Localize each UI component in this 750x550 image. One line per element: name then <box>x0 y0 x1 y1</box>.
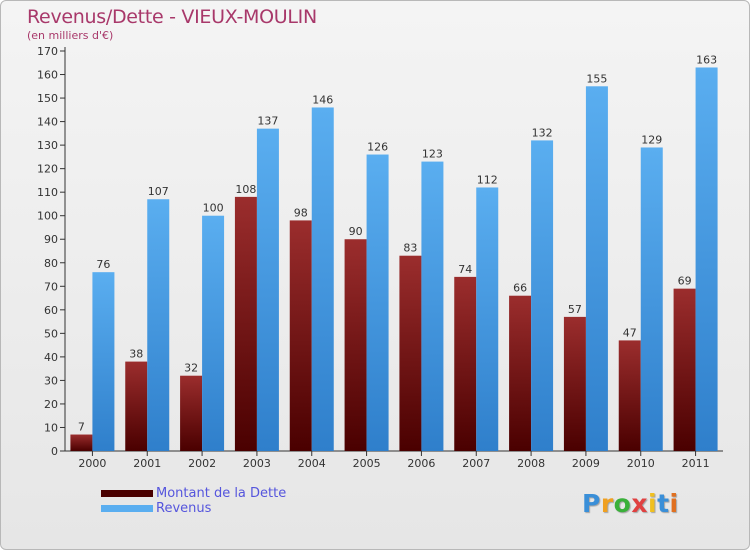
y-tick-label: 90 <box>44 233 58 246</box>
bar-debt <box>234 196 257 451</box>
y-tick-label: 40 <box>44 351 58 364</box>
data-label-revenue: 155 <box>586 72 607 85</box>
chart-subtitle: (en milliers d'€) <box>27 29 114 42</box>
x-tick-label: 2007 <box>462 457 490 470</box>
data-label-debt: 7 <box>78 421 85 434</box>
data-label-revenue: 112 <box>477 173 498 186</box>
bar-debt <box>70 434 93 451</box>
y-tick-label: 130 <box>37 139 58 152</box>
bar-revenue <box>202 215 225 451</box>
legend-swatch-revenue <box>101 505 153 512</box>
bar-debt <box>289 220 312 451</box>
bar-debt <box>509 295 532 451</box>
bar-debt <box>618 340 641 451</box>
bar-revenue <box>366 154 389 451</box>
data-label-revenue: 123 <box>422 148 443 161</box>
data-label-debt: 83 <box>403 242 417 255</box>
bar-debt <box>563 316 586 451</box>
data-label-revenue: 107 <box>148 185 169 198</box>
y-tick-label: 150 <box>37 92 58 105</box>
logo-letter: o <box>613 489 632 518</box>
bar-debt <box>125 361 148 451</box>
y-tick-label: 20 <box>44 398 58 411</box>
data-label-debt: 66 <box>513 282 527 295</box>
chart-title: Revenus/Dette - VIEUX-MOULIN <box>27 6 317 28</box>
axes <box>64 47 723 452</box>
y-tick-label: 70 <box>44 280 58 293</box>
bar-debt <box>344 239 367 451</box>
bar-debt <box>399 255 422 451</box>
x-tick-label: 2008 <box>517 457 545 470</box>
x-tick-label: 2004 <box>298 457 326 470</box>
logo-letter: i <box>648 489 658 518</box>
bar-revenue <box>695 67 718 452</box>
y-tick-label: 80 <box>44 257 58 270</box>
x-tick-label: 2002 <box>188 457 216 470</box>
logo-letter: P <box>582 489 601 518</box>
x-tick-label: 2001 <box>133 457 161 470</box>
x-tick-label: 2011 <box>682 457 710 470</box>
x-tick-label: 2010 <box>627 457 655 470</box>
x-tick-label: 2000 <box>78 457 106 470</box>
bars <box>70 67 718 452</box>
data-label-revenue: 137 <box>257 115 278 128</box>
data-label-debt: 90 <box>349 225 363 238</box>
y-tick-label: 100 <box>37 210 58 223</box>
logo-letter: t <box>657 489 670 518</box>
data-label-debt: 47 <box>623 326 637 339</box>
y-tick-label: 140 <box>37 116 58 129</box>
data-labels: 7 76 38 107 32 100 108 137 98 146 90 126 83 123 74 112 6… <box>78 53 717 433</box>
bar-revenue <box>585 86 608 451</box>
bar-revenue <box>421 161 444 451</box>
logo-letter: i <box>669 489 679 518</box>
data-label-debt: 38 <box>129 348 143 361</box>
y-tick-label: 30 <box>44 374 58 387</box>
bar-revenue <box>531 140 554 452</box>
y-tick-label: 60 <box>44 304 58 317</box>
bar-revenue <box>147 199 170 451</box>
data-label-debt: 69 <box>678 275 692 288</box>
data-label-revenue: 129 <box>641 133 662 146</box>
data-label-debt: 57 <box>568 303 582 316</box>
y-axis-ticks: 0 10 20 30 40 50 60 70 80 90 100 110 120 130 140 150 160… <box>37 45 65 458</box>
data-label-revenue: 100 <box>203 202 224 215</box>
bar-debt <box>180 375 203 451</box>
legend-swatch-debt <box>101 490 153 497</box>
bar-debt <box>454 276 477 451</box>
bar-revenue <box>640 147 663 451</box>
data-label-debt: 74 <box>458 263 472 276</box>
data-label-debt: 32 <box>184 362 198 375</box>
x-tick-label: 2006 <box>407 457 435 470</box>
y-tick-label: 10 <box>44 421 58 434</box>
bar-revenue <box>92 272 115 451</box>
bar-revenue <box>256 128 279 451</box>
bar-revenue <box>311 107 334 452</box>
data-label-revenue: 126 <box>367 141 388 154</box>
proxiti-logo: Proxiti <box>582 489 679 518</box>
legend-label-debt: Montant de la Dette <box>156 486 287 501</box>
data-label-debt: 98 <box>294 206 308 219</box>
y-tick-label: 110 <box>37 186 58 199</box>
bar-revenue <box>476 187 499 451</box>
x-tick-label: 2003 <box>243 457 271 470</box>
data-label-revenue: 146 <box>312 93 333 106</box>
y-tick-label: 160 <box>37 69 58 82</box>
data-label-revenue: 76 <box>96 258 110 271</box>
bar-debt <box>673 288 696 451</box>
y-tick-label: 50 <box>44 327 58 340</box>
x-axis-ticks: 2000 2001 2002 2003 2004 2005 2006 2007 2008 2009… <box>78 451 710 470</box>
bar-chart: 0 10 20 30 40 50 60 70 80 90 100 110 120 130 140 150 160… <box>37 45 723 470</box>
logo-letter: x <box>631 489 648 518</box>
y-tick-label: 170 <box>37 45 58 58</box>
data-label-debt: 108 <box>235 183 256 196</box>
y-tick-label: 120 <box>37 163 58 176</box>
x-tick-label: 2009 <box>572 457 600 470</box>
logo-letter: r <box>600 489 614 518</box>
data-label-revenue: 163 <box>696 53 717 66</box>
legend-label-revenue: Revenus <box>156 501 212 516</box>
x-tick-label: 2005 <box>353 457 381 470</box>
data-label-revenue: 132 <box>532 126 553 139</box>
y-tick-label: 0 <box>51 445 58 458</box>
